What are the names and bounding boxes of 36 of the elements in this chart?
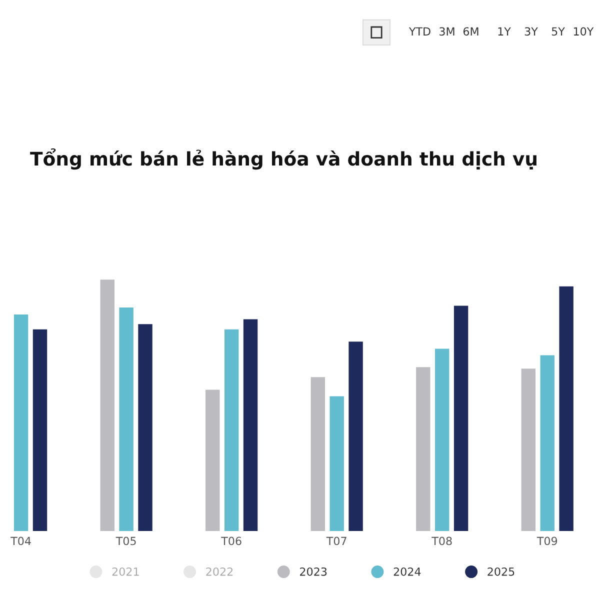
x-tick-label: T07 [326, 536, 346, 546]
text: 3Y [524, 27, 538, 36]
bar [138, 324, 152, 531]
bar [416, 367, 430, 531]
bar [540, 355, 554, 531]
bar [435, 348, 450, 531]
legend-label: 2023 [300, 567, 327, 576]
text: 6M [463, 27, 478, 36]
bar [559, 286, 574, 531]
text: YTD [408, 27, 430, 36]
text: 3M [440, 27, 454, 36]
x-tick-label: T05 [116, 536, 136, 546]
bar [330, 396, 344, 531]
legend-label: 2022 [206, 567, 233, 576]
bar [206, 390, 220, 531]
bar [310, 377, 325, 531]
legend-label: 2025 [488, 567, 514, 576]
x-tick-label: T04 [10, 536, 31, 546]
legend-label: 2021 [112, 567, 139, 576]
bar [348, 342, 363, 531]
text: 1Y [498, 27, 511, 36]
x-tick-label: T09 [536, 536, 558, 546]
bar [224, 329, 239, 531]
bar [119, 307, 134, 531]
x-tick-label: T06 [221, 536, 242, 546]
bar [243, 319, 258, 531]
bar [14, 314, 28, 531]
x-tick-label: T08 [432, 536, 452, 546]
text: 10Y [574, 27, 594, 36]
bar [32, 329, 48, 531]
legend-label: 2024 [394, 567, 421, 576]
bar [521, 368, 536, 531]
chart-title: Tổng mức bán lẻ hàng hóa và doanh thu dịch vụ [30, 148, 536, 170]
bar [454, 306, 468, 531]
bar [100, 280, 114, 531]
text: 5Y [552, 27, 565, 36]
